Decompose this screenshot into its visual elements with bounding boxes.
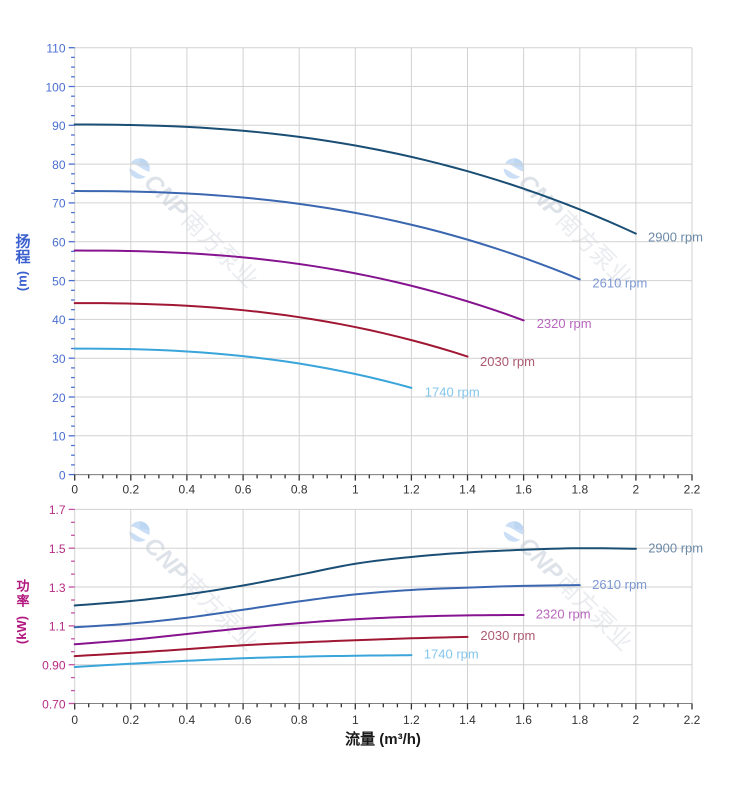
svg-text:70: 70 [52, 197, 66, 211]
svg-text:1.2: 1.2 [403, 483, 420, 497]
svg-text:1: 1 [352, 713, 359, 727]
svg-text:0.90: 0.90 [42, 659, 66, 673]
svg-text:1.4: 1.4 [459, 713, 476, 727]
svg-text:40: 40 [52, 313, 66, 327]
svg-text:0.4: 0.4 [179, 713, 196, 727]
svg-text:1740 rpm: 1740 rpm [425, 384, 480, 399]
svg-text:0.4: 0.4 [179, 483, 196, 497]
svg-text:(m): (m) [15, 271, 30, 291]
svg-text:60: 60 [52, 236, 66, 250]
svg-text:1.1: 1.1 [49, 620, 66, 634]
svg-text:0.6: 0.6 [235, 713, 252, 727]
svg-text:0.6: 0.6 [235, 483, 252, 497]
svg-text:扬: 扬 [15, 233, 30, 251]
svg-text:50: 50 [52, 274, 66, 288]
svg-text:2.2: 2.2 [684, 713, 701, 727]
svg-text:1.5: 1.5 [49, 542, 66, 556]
svg-text:30: 30 [52, 352, 66, 366]
svg-text:2: 2 [633, 483, 640, 497]
svg-text:2030 rpm: 2030 rpm [480, 354, 535, 369]
svg-text:0: 0 [71, 713, 78, 727]
svg-text:110: 110 [46, 42, 65, 56]
svg-text:0.2: 0.2 [122, 713, 139, 727]
svg-text:2610 rpm: 2610 rpm [592, 276, 647, 291]
svg-text:1.4: 1.4 [459, 483, 476, 497]
svg-text:2320 rpm: 2320 rpm [537, 316, 592, 331]
svg-text:1.8: 1.8 [571, 483, 588, 497]
svg-text:1.8: 1.8 [571, 713, 588, 727]
svg-text:2: 2 [633, 713, 640, 727]
svg-text:1.7: 1.7 [49, 503, 66, 517]
svg-text:0: 0 [59, 468, 66, 482]
svg-text:率: 率 [16, 594, 29, 609]
svg-text:(kW): (kW) [14, 616, 29, 644]
svg-text:1: 1 [352, 483, 359, 497]
svg-text:2900 rpm: 2900 rpm [648, 541, 703, 556]
svg-text:10: 10 [52, 430, 66, 444]
svg-text:2610 rpm: 2610 rpm [592, 577, 647, 592]
svg-text:100: 100 [45, 80, 65, 94]
svg-text:2.2: 2.2 [684, 483, 701, 497]
svg-text:2030 rpm: 2030 rpm [480, 628, 535, 643]
svg-text:20: 20 [52, 391, 66, 405]
svg-text:1.6: 1.6 [515, 483, 532, 497]
svg-text:1.6: 1.6 [515, 713, 532, 727]
svg-text:1.2: 1.2 [403, 713, 420, 727]
svg-text:流量 (m³/h): 流量 (m³/h) [345, 730, 421, 748]
svg-text:0.8: 0.8 [291, 713, 308, 727]
svg-text:1740 rpm: 1740 rpm [424, 646, 479, 661]
svg-text:2320 rpm: 2320 rpm [536, 607, 591, 622]
svg-text:2900 rpm: 2900 rpm [648, 230, 703, 245]
svg-text:0.70: 0.70 [42, 697, 66, 711]
svg-text:0: 0 [71, 483, 78, 497]
svg-text:功: 功 [16, 579, 29, 594]
svg-text:80: 80 [52, 158, 66, 172]
svg-text:0.8: 0.8 [291, 483, 308, 497]
svg-text:90: 90 [52, 119, 66, 133]
svg-text:0.2: 0.2 [122, 483, 139, 497]
svg-text:1.3: 1.3 [49, 581, 66, 595]
svg-text:程: 程 [15, 249, 30, 266]
